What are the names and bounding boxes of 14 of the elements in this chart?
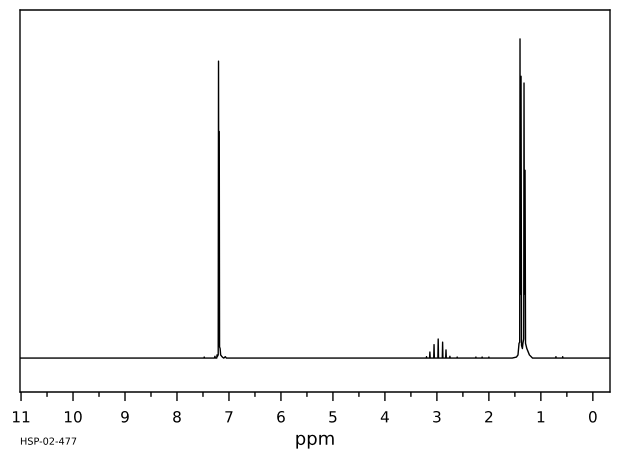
x-tick-label: 10 — [64, 411, 82, 423]
x-tick-label: 9 — [121, 411, 129, 423]
x-tick-label: 1 — [538, 411, 544, 422]
x-tick-label: 5 — [329, 411, 336, 423]
x-tick-label: 6 — [277, 411, 285, 423]
x-tick-label: 0 — [588, 411, 597, 423]
x-tick-label: 3 — [433, 411, 441, 423]
text: HSP-02-477 — [20, 437, 76, 445]
x-tick-label: 4 — [380, 411, 389, 422]
x-tick-label: 8 — [173, 411, 181, 423]
x-tick-label: 7 — [225, 411, 233, 422]
x-tick-label: 11 — [12, 411, 30, 422]
x-tick-label: 2 — [485, 411, 492, 422]
x-axis-title: ppm — [296, 434, 334, 449]
